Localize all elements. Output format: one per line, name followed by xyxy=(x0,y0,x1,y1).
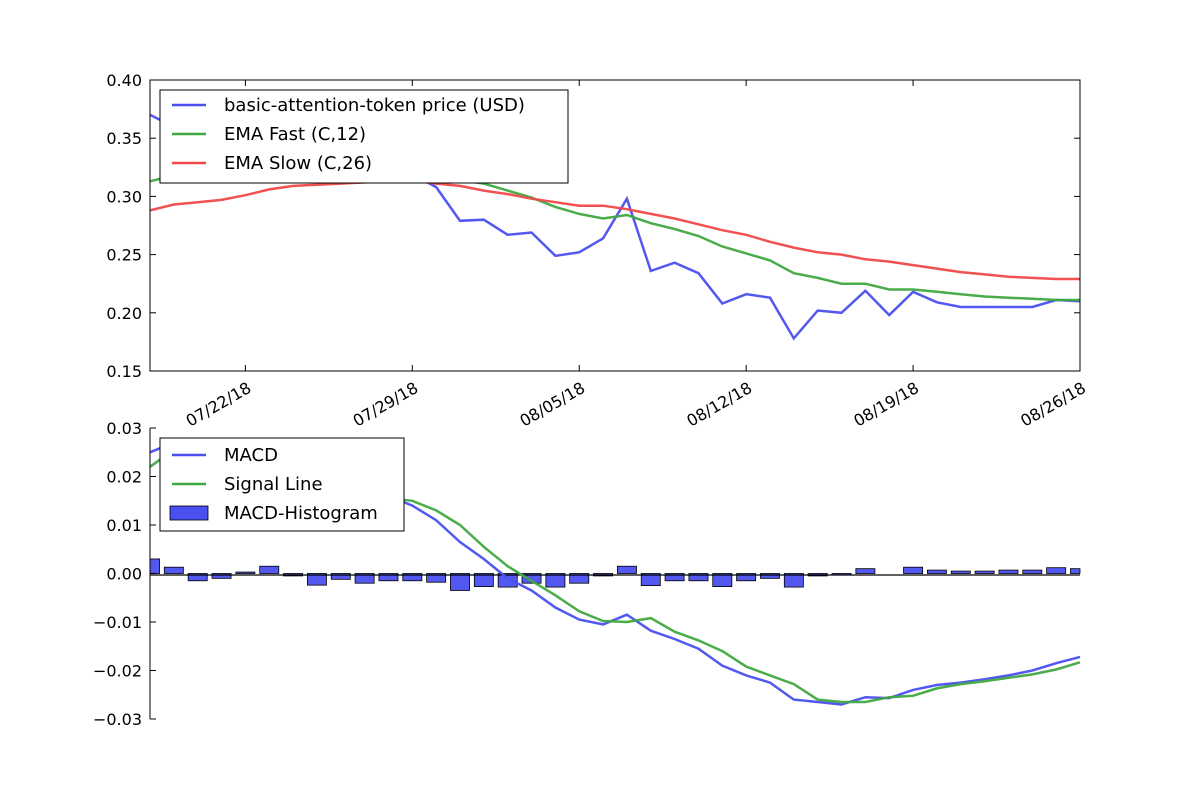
macd-histogram-bar xyxy=(855,568,876,574)
macd-histogram-bar xyxy=(640,573,661,587)
macd-panel: −0.03 −0.02 −0.01 0.00 0.01 0.02 0.03 MACD Sig… xyxy=(93,419,1081,729)
macd-histogram-bar xyxy=(664,573,685,582)
macd-histogram-bar xyxy=(163,566,184,574)
macd-y-axis: −0.03 −0.02 −0.01 0.00 0.01 0.02 0.03 xyxy=(93,419,156,729)
date-x-tick-label: 07/29/18 xyxy=(350,378,422,430)
price-legend-box xyxy=(159,89,569,184)
legend-label-macd: MACD xyxy=(224,445,278,466)
date-x-tick-label: 08/05/18 xyxy=(516,378,588,430)
price-y-axis: 0.15 0.20 0.25 0.30 0.35 0.40 xyxy=(106,71,1080,381)
legend-label-price: basic-attention-token price (USD) xyxy=(224,95,525,116)
macd-histogram-bar xyxy=(688,573,709,582)
macd-histogram-bar xyxy=(569,573,590,584)
macd-histogram-bar xyxy=(1022,569,1043,574)
macd-histogram-bar xyxy=(712,573,733,587)
macd-histogram-bar xyxy=(760,573,780,579)
macd-histogram-bar xyxy=(783,573,804,588)
price-series-line-2 xyxy=(149,178,1080,281)
macd-legend: MACD Signal Line MACD-Histogram xyxy=(159,437,405,532)
macd-histogram-bar xyxy=(736,573,757,582)
macd-histogram-bar xyxy=(402,573,423,582)
price-y-tick-label: 0.35 xyxy=(106,129,142,148)
date-x-tick-label: 07/22/18 xyxy=(183,378,255,430)
macd-histogram-bar xyxy=(149,558,160,574)
price-y-tick-label: 0.25 xyxy=(106,246,142,265)
macd-histogram-bar xyxy=(616,565,637,574)
macd-histogram-bar xyxy=(1046,567,1067,574)
macd-histogram-bar xyxy=(330,573,351,580)
macd-histogram-bar xyxy=(497,573,518,588)
legend-swatch-histogram xyxy=(169,505,209,521)
macd-y-tick-label: 0.02 xyxy=(106,468,142,487)
macd-histogram-bar xyxy=(354,573,375,584)
legend-label-ema-fast: EMA Fast (C,12) xyxy=(224,124,366,145)
macd-histogram-bar xyxy=(211,573,232,579)
macd-histogram-bar xyxy=(998,569,1019,574)
legend-label-signal: Signal Line xyxy=(224,474,323,495)
macd-y-tick-label: 0.03 xyxy=(106,419,142,438)
macd-histogram-bar xyxy=(450,573,470,591)
macd-histogram-bar xyxy=(521,573,542,584)
macd-histogram-bar xyxy=(545,573,566,588)
macd-histogram-bar xyxy=(187,573,208,582)
macd-histogram-bar xyxy=(306,573,327,586)
date-x-tick-label: 08/26/18 xyxy=(1017,378,1089,430)
price-y-tick-label: 0.20 xyxy=(106,304,142,323)
macd-histogram-bar xyxy=(235,571,256,574)
macd-y-tick-label: −0.01 xyxy=(93,613,142,632)
macd-histogram-bar xyxy=(378,573,399,582)
price-legend: basic-attention-token price (USD) EMA Fa… xyxy=(159,89,569,184)
price-plot-frame xyxy=(149,79,1081,372)
date-x-tick-label: 08/19/18 xyxy=(850,378,922,430)
price-y-tick-label: 0.15 xyxy=(106,362,142,381)
macd-histogram-bar xyxy=(473,573,494,587)
price-y-tick-label: 0.30 xyxy=(106,187,142,206)
legend-label-ema-slow: EMA Slow (C,26) xyxy=(224,153,372,174)
macd-histogram-bar xyxy=(926,569,947,574)
date-x-tick-label: 08/12/18 xyxy=(683,378,755,430)
macd-y-tick-label: 0.00 xyxy=(106,565,142,584)
macd-y-tick-label: 0.01 xyxy=(106,516,142,535)
macd-y-tick-label: −0.02 xyxy=(93,662,142,681)
price-y-tick-label: 0.40 xyxy=(106,71,142,90)
price-panel: 0.15 0.20 0.25 0.30 0.35 0.40 07/22/18 07/29/1… xyxy=(106,71,1089,431)
macd-histogram-bar xyxy=(259,565,280,574)
macd-y-tick-label: −0.03 xyxy=(93,710,142,729)
macd-histogram-bar xyxy=(974,570,995,574)
legend-label-histogram: MACD-Histogram xyxy=(224,503,378,524)
macd-histogram-bar xyxy=(903,566,924,574)
macd-histogram-bar xyxy=(1070,568,1081,574)
macd-histogram-bar xyxy=(950,570,971,574)
macd-histogram-bar xyxy=(426,573,447,583)
